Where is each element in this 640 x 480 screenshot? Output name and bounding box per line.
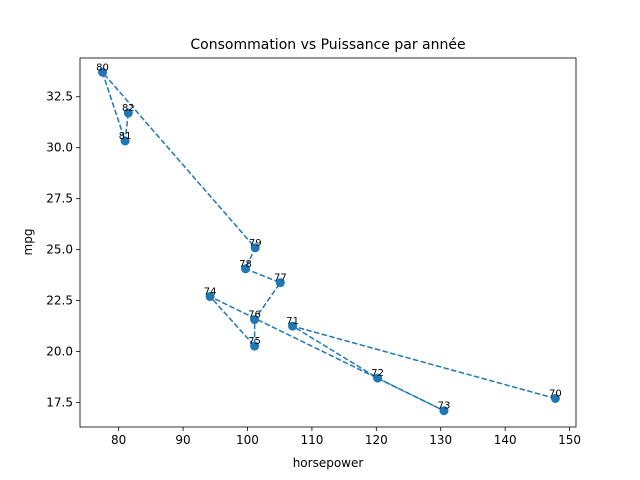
data-point-label: 70 <box>549 388 562 399</box>
y-tick-label: 20.0 <box>46 345 73 359</box>
data-point <box>205 292 215 302</box>
x-tick-label: 120 <box>365 433 388 447</box>
data-point <box>98 67 108 77</box>
axes-frame <box>79 57 577 428</box>
x-tick-label: 140 <box>494 433 517 447</box>
y-tick-label: 25.0 <box>46 243 73 257</box>
y-tick-label: 30.0 <box>46 141 73 155</box>
x-tick-label: 90 <box>175 433 190 447</box>
data-point <box>550 393 560 403</box>
y-axis-label: mpg <box>21 229 35 256</box>
y-tick-label: 32.5 <box>46 90 73 104</box>
data-point-label: 80 <box>96 62 109 73</box>
data-point-label: 75 <box>248 336 261 347</box>
data-point-label: 72 <box>371 368 384 379</box>
data-point-label: 73 <box>438 401 451 412</box>
data-point-label: 74 <box>204 287 217 298</box>
data-point <box>250 341 260 351</box>
y-tick-label: 17.5 <box>46 396 73 410</box>
data-point-label: 71 <box>286 316 299 327</box>
chart-title: Consommation vs Puissance par année <box>190 37 465 53</box>
data-point <box>373 373 383 383</box>
data-point-label: 77 <box>274 273 287 284</box>
x-tick-label: 130 <box>429 433 452 447</box>
data-point-label: 81 <box>119 131 132 142</box>
data-point <box>250 243 260 253</box>
data-point <box>120 136 130 146</box>
data-point <box>123 108 133 118</box>
data-point-label: 78 <box>239 259 252 270</box>
x-tick-label: 100 <box>236 433 259 447</box>
data-point-label: 79 <box>249 238 262 249</box>
data-point <box>241 264 251 274</box>
x-axis-label: horsepower <box>293 456 364 470</box>
data-point <box>288 321 298 331</box>
x-tick-label: 80 <box>111 433 126 447</box>
data-point-label: 82 <box>122 103 135 114</box>
data-point <box>250 315 260 325</box>
y-axis: 17.5 20.0 22.5 25.0 27.5 30.0 32.5 <box>46 90 80 410</box>
x-tick-label: 110 <box>300 433 323 447</box>
x-axis: 80 90 100 110 120 130 140 150 <box>111 427 581 447</box>
x-tick-label: 150 <box>558 433 581 447</box>
data-point <box>275 278 285 288</box>
y-tick-label: 22.5 <box>46 294 73 308</box>
data-point-label: 76 <box>248 310 261 321</box>
data-point <box>439 406 449 416</box>
plot-area: 70 71 72 73 74 75 76 77 78 79 80 81 82 <box>96 62 562 416</box>
y-tick-label: 27.5 <box>46 192 73 206</box>
